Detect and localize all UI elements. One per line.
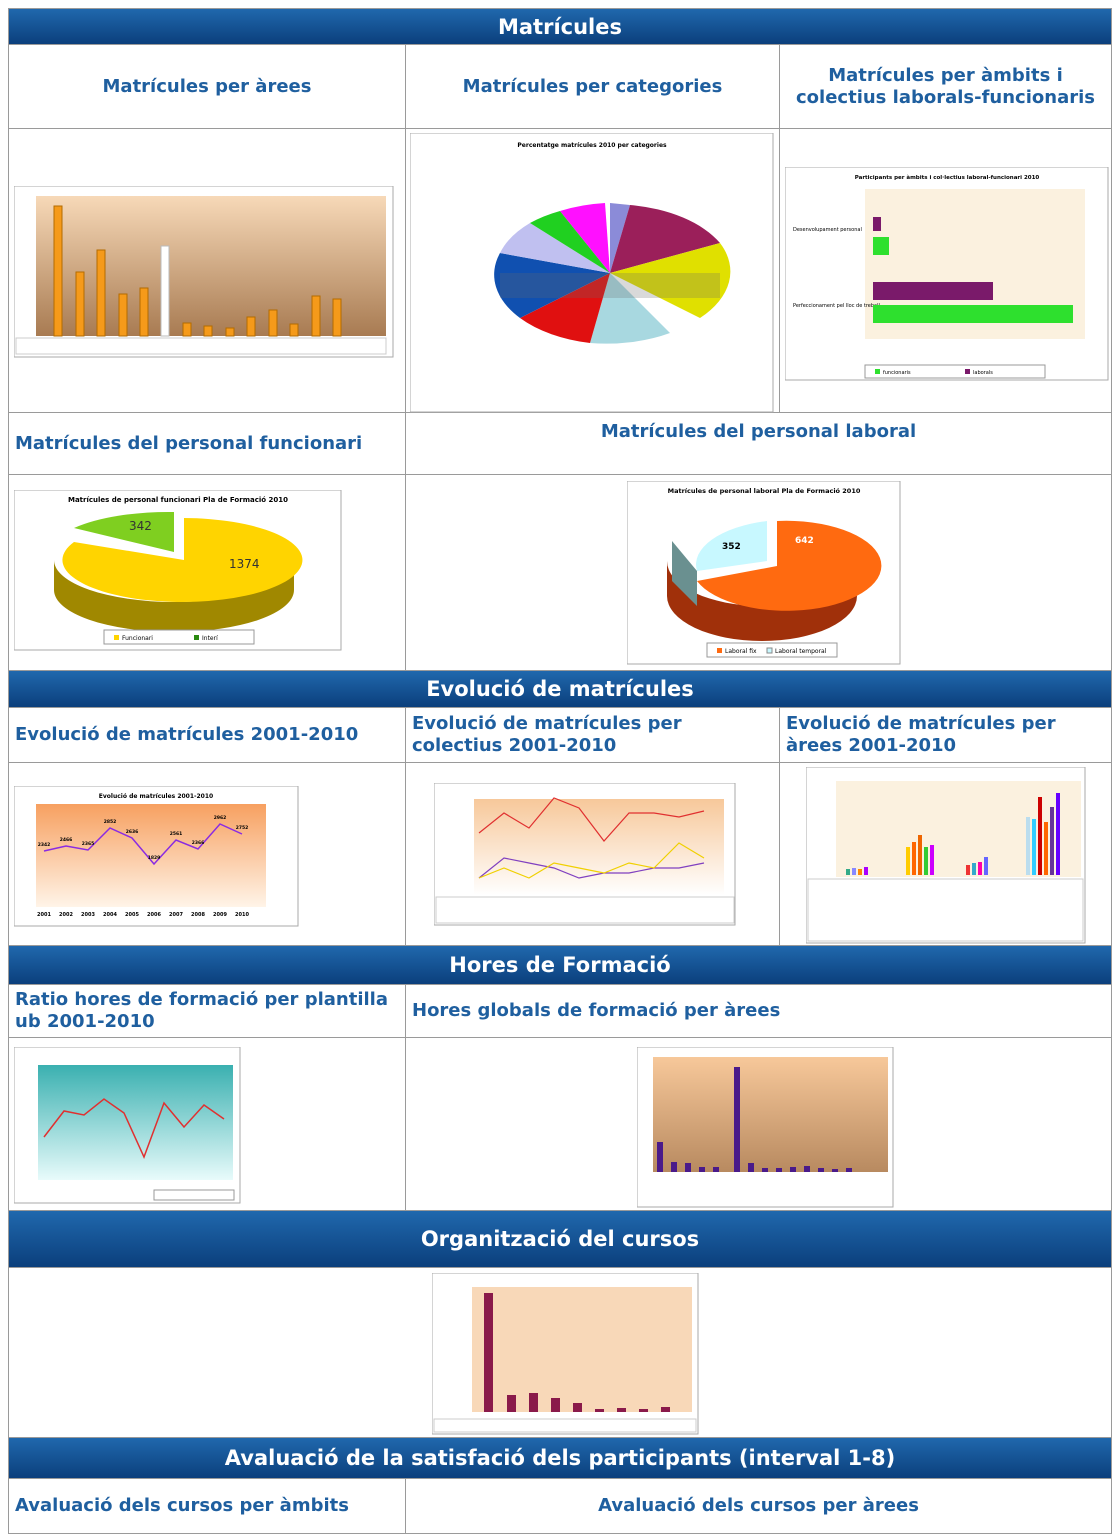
thumb-title: Percentatge matrícules 2010 per categori… [517, 142, 667, 149]
section-header: Evolució de matrícules [8, 670, 1112, 708]
label: 2009 [213, 912, 227, 918]
thumb-title: Evolució de matrícules 2001-2010 [99, 793, 213, 800]
label: 2852 [104, 819, 117, 825]
category-label: Perfeccionament pel lloc de treball [793, 303, 880, 309]
thumb-title: Matrícules de personal laboral Pla de Fo… [668, 487, 861, 495]
subheading: Evolució de matrícules 2001-2010 [8, 707, 406, 763]
thumb-colectius [434, 783, 736, 926]
subheading: Matrícules del personal funcionari [8, 412, 406, 475]
subheading: Avaluació dels cursos per àrees [405, 1478, 1112, 1534]
legend-entry: Laboral fix [725, 648, 757, 655]
legend-entry: funcionaris [883, 370, 911, 376]
section-header: Organització del cursos [8, 1210, 1112, 1268]
label: 2004 [103, 912, 117, 918]
thumb-evolucio: Evolució de matrícules 2001-2010 2342 246… [14, 786, 299, 927]
label: 2008 [191, 912, 205, 918]
subheading: Hores globals de formació per àrees [405, 984, 1112, 1038]
section-header: Avaluació de la satisfació dels particip… [8, 1437, 1112, 1479]
label: 1829 [148, 855, 161, 861]
label: 2466 [60, 837, 73, 843]
thumb-hores [637, 1047, 894, 1208]
label: 2006 [147, 912, 161, 918]
pie-label: 642 [795, 536, 814, 546]
label: 2561 [170, 831, 183, 837]
label: 2636 [126, 829, 139, 835]
category-label: Desenvolupament personal [793, 227, 862, 233]
section-header: Hores de Formació [8, 945, 1112, 985]
thumb-title: Participants per àmbits i col·lectius la… [855, 174, 1040, 181]
label: 2001 [37, 912, 51, 918]
section-header: Matrícules [8, 8, 1112, 45]
pie-label: 352 [722, 542, 741, 552]
subheading: Matrícules per àrees [8, 44, 406, 129]
pie-label: 1374 [229, 557, 260, 571]
thumb-categories: Percentatge matrícules 2010 per categori… [410, 133, 774, 413]
legend-entry: Funcionari [122, 635, 153, 642]
label: 2002 [59, 912, 73, 918]
pie-label: 342 [129, 519, 152, 533]
subheading: Avaluació dels cursos per àmbits [8, 1478, 406, 1534]
label: 2962 [214, 815, 227, 821]
label: 2005 [125, 912, 139, 918]
subheading: Evolució de matrícules per colectius 200… [405, 707, 780, 763]
legend-entry: Laboral temporal [775, 648, 827, 655]
subheading: Matrícules per àmbits i colectius labora… [779, 44, 1112, 129]
legend-entry: laborals [973, 370, 993, 376]
subheading: Matrícules del personal laboral [405, 412, 1112, 475]
thumb-laboral: Matrícules de personal laboral Pla de Fo… [627, 481, 901, 665]
subheading: Matrícules per categories [405, 44, 780, 129]
label: 2342 [38, 842, 51, 848]
label: 2007 [169, 912, 183, 918]
label: 2003 [81, 912, 95, 918]
thumb-ambits: Participants per àmbits i col·lectius la… [785, 167, 1109, 381]
thumb-areas [14, 186, 394, 358]
subheading: Evolució de matrícules per àrees 2001-20… [779, 707, 1112, 763]
thumb-funcionari: Matrícules de personal funcionari Pla de… [14, 490, 342, 651]
thumb-organitzacio [432, 1273, 699, 1435]
label: 2366 [192, 840, 205, 846]
thumb-arees-evol [806, 767, 1086, 944]
label: 2752 [236, 825, 249, 831]
label: 2010 [235, 912, 249, 918]
label: 2365 [82, 841, 95, 847]
line [43, 823, 243, 866]
subheading: Ratio hores de formació per plantilla ub… [8, 984, 406, 1038]
thumb-ratio [14, 1047, 241, 1204]
legend-entry: Interí [202, 635, 218, 642]
thumb-title: Matrícules de personal funcionari Pla de… [68, 496, 288, 504]
